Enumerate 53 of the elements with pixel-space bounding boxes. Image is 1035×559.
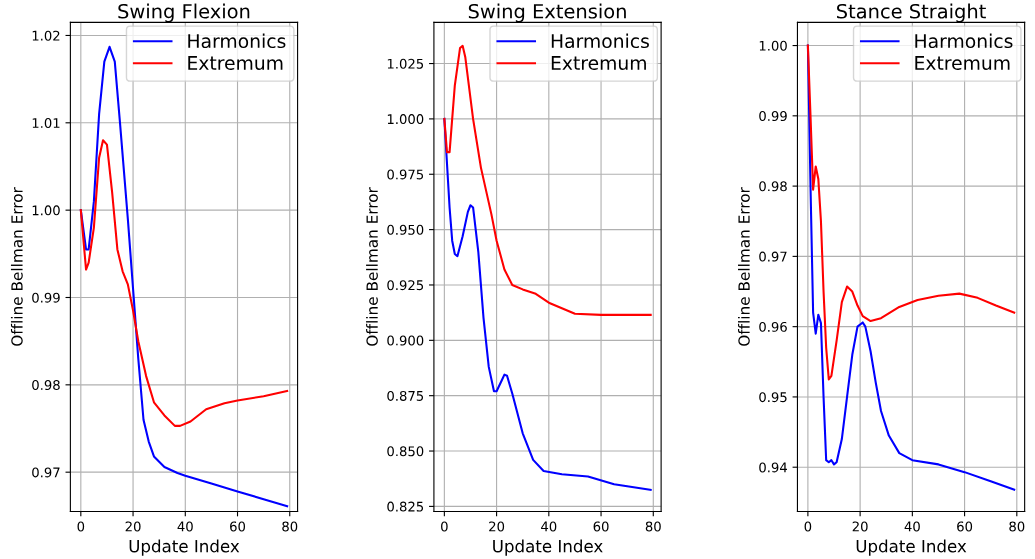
x-tick-label: 0 [804,521,812,532]
legend-label: Harmonics [915,33,1013,49]
y-tick-label: 0.975 [387,169,424,180]
y-tick-label: 0.96 [759,321,787,332]
y-tick-label: 0.99 [759,111,787,122]
legend-label: Extremum [915,56,1010,71]
x-tick-label: 80 [1009,521,1025,532]
chart-title: Swing Extension [468,3,626,23]
x-tick-label: 0 [77,521,85,532]
y-tick-label: 0.925 [387,280,424,291]
y-tick-label: 0.950 [387,224,424,235]
y-tick-label: 0.900 [387,335,424,346]
y-tick-label: 1.01 [32,118,60,129]
x-tick-label: 60 [230,521,246,532]
y-tick-label: 0.98 [759,181,787,192]
y-tick-label: 0.97 [32,467,60,478]
y-tick-label: 0.850 [387,446,424,457]
x-axis-title: Update Index [856,539,967,556]
y-tick-label: 1.000 [387,114,424,125]
y-tick-label: 0.99 [32,292,60,303]
x-tick-label: 60 [593,521,609,532]
x-tick-label: 40 [177,521,193,532]
y-tick-label: 1.02 [32,30,60,41]
chart-title: Swing Flexion [118,3,250,23]
x-tick-label: 80 [282,521,298,532]
y-tick-label: 0.94 [759,462,787,473]
x-tick-label: 60 [957,521,973,532]
x-tick-label: 40 [904,521,920,532]
y-axis-title: Offline Bellman Error [10,187,23,346]
legend-label: Harmonics [551,33,649,49]
y-tick-label: 1.00 [32,205,60,216]
legend-label: Extremum [188,56,283,71]
y-axis-title: Offline Bellman Error [366,187,378,346]
x-tick-label: 20 [852,521,868,532]
y-tick-label: 0.825 [387,501,424,512]
x-axis-title: Update Index [129,539,240,556]
chart-title: Stance Straight [837,3,986,23]
legend-label: Harmonics [188,33,286,49]
x-tick-label: 0 [441,521,448,532]
legend-label: Extremum [551,56,646,71]
y-tick-label: 1.00 [759,40,787,51]
y-tick-label: 0.97 [759,251,787,262]
x-tick-label: 40 [541,521,557,532]
x-tick-label: 80 [645,521,661,532]
line-series [79,139,289,427]
x-axis-title: Update Index [493,539,603,556]
y-tick-label: 0.95 [759,392,787,403]
y-tick-label: 0.98 [32,380,60,391]
x-tick-label: 20 [125,521,141,532]
x-tick-label: 20 [489,521,505,532]
y-tick-label: 1.025 [387,58,424,69]
y-tick-label: 0.875 [387,390,424,401]
y-axis-title: Offline Bellman Error [738,187,750,346]
